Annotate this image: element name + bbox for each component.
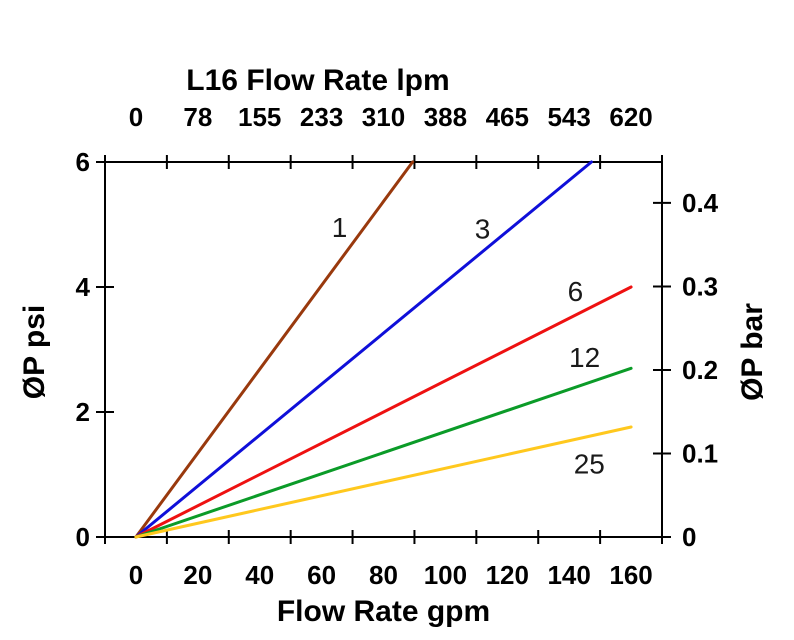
right-axis-tick-label: 0.2 [682, 355, 718, 385]
series-line-6 [134, 285, 633, 539]
left-axis-tick-label: 2 [76, 397, 90, 427]
bottom-axis-tick-label: 140 [547, 560, 590, 590]
top-axis-tick-label: 310 [362, 102, 405, 132]
bottom-axis-tick-label: 160 [609, 560, 652, 590]
right-axis-tick-label: 0.1 [682, 438, 718, 468]
bottom-axis-tick-label: 100 [424, 560, 467, 590]
series-line-1 [134, 160, 415, 539]
left-axis-tick-label: 0 [76, 522, 90, 552]
top-axis-tick-label: 543 [547, 102, 590, 132]
right-axis-tick-label: 0.3 [682, 271, 718, 301]
bottom-axis-tick-label: 40 [245, 560, 274, 590]
top-axis-tick-label: 388 [424, 102, 467, 132]
plot-border [104, 161, 663, 538]
top-axis-tick-label: 233 [300, 102, 343, 132]
series-label-12: 12 [569, 342, 600, 373]
series-label-1: 1 [332, 212, 348, 243]
bottom-axis-tick-label: 0 [129, 560, 143, 590]
chart-title: L16 Flow Rate lpm [186, 64, 449, 97]
top-axis-tick-label: 620 [609, 102, 652, 132]
right-axis-tick-label: 0 [682, 522, 696, 552]
series-label-6: 6 [568, 276, 584, 307]
series-line-25 [134, 425, 633, 539]
left-axis-tick-label: 4 [76, 272, 91, 302]
top-axis-tick-label: 78 [183, 102, 212, 132]
top-axis-tick-label: 465 [486, 102, 529, 132]
bottom-axis-tick-label: 80 [369, 560, 398, 590]
bottom-axis-title: Flow Rate gpm [277, 595, 490, 628]
right-axis-tick-label: 0.4 [682, 188, 719, 218]
left-axis-tick-label: 6 [76, 147, 90, 177]
series-line-12 [134, 366, 633, 539]
series-line-3 [134, 160, 593, 539]
bottom-axis-tick-label: 60 [307, 560, 336, 590]
left-axis-title: ØP psi [18, 305, 51, 399]
series-label-25: 25 [574, 448, 605, 479]
top-axis-tick-label: 0 [129, 102, 143, 132]
bottom-axis-tick-label: 120 [486, 560, 529, 590]
series-label-3: 3 [475, 213, 491, 244]
right-axis-title: ØP bar [736, 303, 769, 401]
bottom-axis-tick-label: 20 [183, 560, 212, 590]
top-axis-tick-label: 155 [238, 102, 281, 132]
